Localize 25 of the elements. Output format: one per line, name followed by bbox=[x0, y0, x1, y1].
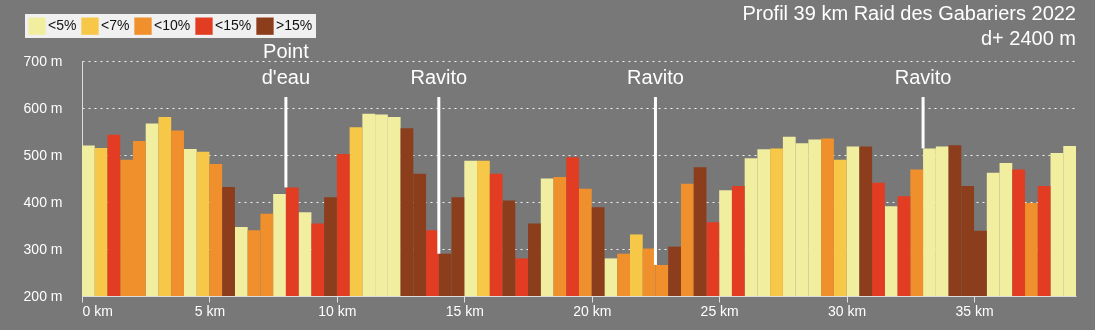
x-tick-label: 0 km bbox=[82, 302, 113, 319]
chart-subtitle: d+ 2400 m bbox=[980, 27, 1076, 49]
y-tick-label: 300 m bbox=[23, 240, 63, 257]
legend-label: <15% bbox=[215, 17, 252, 34]
y-tick-label: 400 m bbox=[23, 193, 63, 210]
y-tick-label: 200 m bbox=[23, 287, 63, 304]
legend-label: <7% bbox=[101, 17, 130, 34]
annotation: Ravito bbox=[627, 66, 684, 88]
x-tick-label: 25 km bbox=[700, 302, 739, 319]
annotation: Ravito bbox=[410, 66, 468, 88]
legend-label: <5% bbox=[48, 17, 77, 34]
y-tick-label: 500 m bbox=[23, 146, 63, 163]
x-tick-label: 35 km bbox=[955, 302, 994, 319]
x-tick-label: 20 km bbox=[573, 302, 612, 319]
legend-label: >15% bbox=[276, 17, 313, 34]
annotation: Ravito bbox=[894, 66, 952, 88]
y-tick-label: 600 m bbox=[23, 99, 63, 116]
y-tick-label: 700 m bbox=[23, 52, 63, 69]
x-tick-label: 30 km bbox=[828, 302, 867, 319]
x-tick-label: 5 km bbox=[194, 302, 226, 319]
legend-label: <10% bbox=[154, 17, 191, 34]
x-tick-label: 15 km bbox=[445, 302, 484, 319]
x-tick-label: 10 km bbox=[318, 302, 357, 319]
annotation: Point d'eau bbox=[261, 40, 311, 88]
chart-title: Profil 39 km Raid des Gabariers 2022 bbox=[742, 2, 1076, 24]
